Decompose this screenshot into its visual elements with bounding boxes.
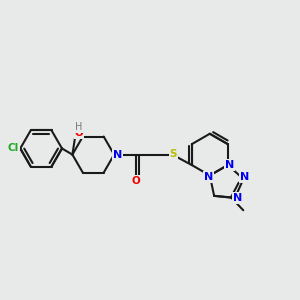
Text: N: N xyxy=(112,150,122,160)
Text: Cl: Cl xyxy=(8,143,19,154)
Text: H: H xyxy=(76,122,83,132)
Text: O: O xyxy=(75,128,83,138)
Text: N: N xyxy=(233,193,242,203)
Text: O: O xyxy=(131,176,140,186)
Text: N: N xyxy=(240,172,250,182)
Text: N: N xyxy=(225,160,234,170)
Text: S: S xyxy=(169,149,177,159)
Text: N: N xyxy=(204,172,213,182)
